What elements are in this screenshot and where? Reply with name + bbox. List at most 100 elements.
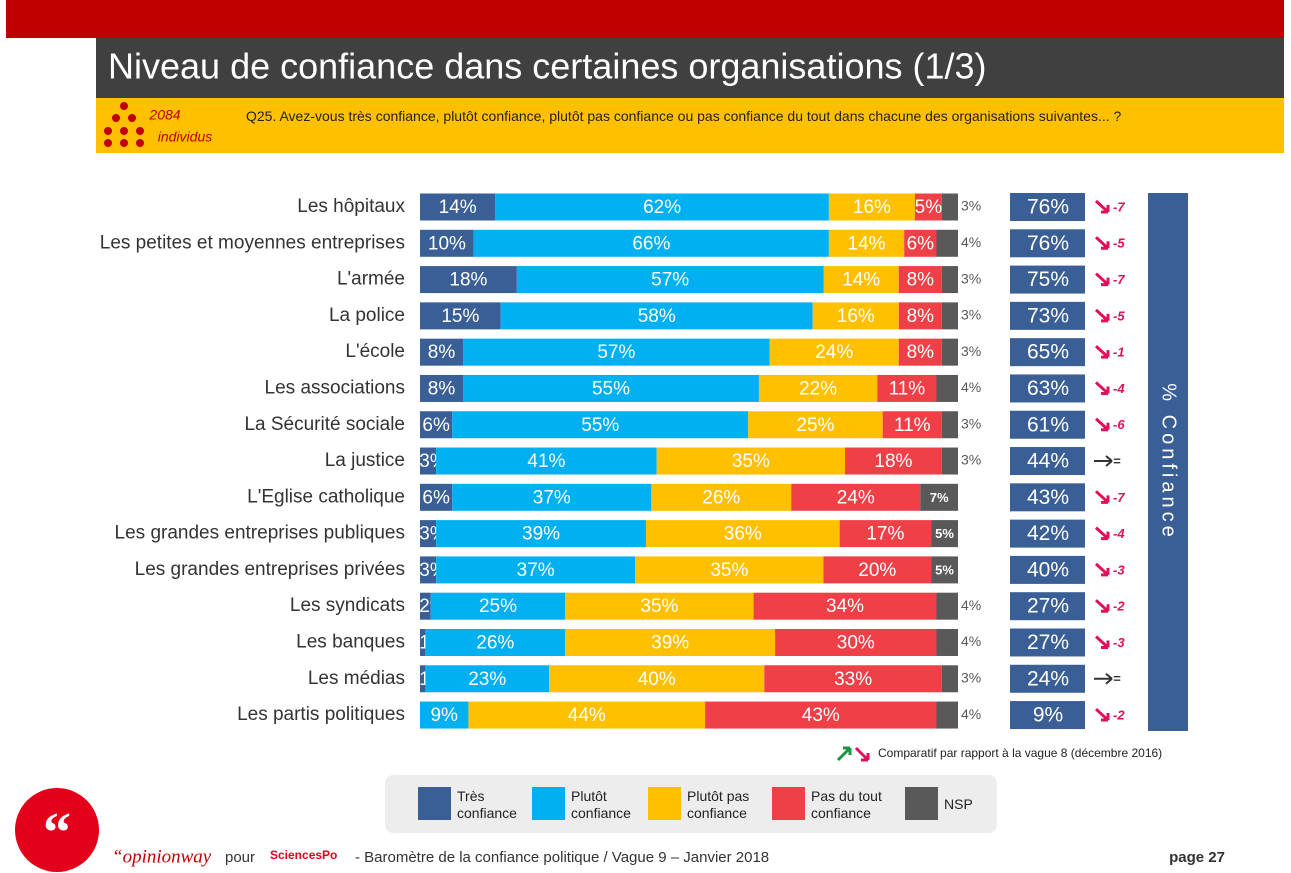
category-label: La Sécurité sociale: [244, 414, 405, 435]
confidence-label: 65%: [1027, 341, 1069, 364]
change-note: Comparatif par rapport à la vague 8 (déc…: [878, 746, 1162, 760]
confidence-side-label: % Confiance: [1158, 383, 1180, 540]
bar-segment: [764, 665, 942, 693]
down-arrow-icon: [854, 746, 870, 762]
value-label: 37%: [517, 560, 555, 581]
bar-segment: [420, 665, 426, 693]
confidence-label: 76%: [1027, 196, 1069, 219]
change-arrow: [1094, 199, 1110, 214]
bar-segment: [931, 556, 958, 584]
value-label: 3%: [961, 270, 981, 286]
confidence-box: [1010, 265, 1085, 294]
confidence-box: [1010, 338, 1085, 367]
bar-segment: [425, 665, 550, 693]
bar-segment: [420, 338, 464, 366]
bar-segment: [914, 193, 942, 221]
value-label: 5%: [915, 197, 943, 218]
bar-segment: [420, 411, 453, 439]
confidence-label: 61%: [1027, 413, 1069, 436]
bar-segment: [748, 411, 883, 439]
value-label: 24%: [837, 487, 875, 508]
bar-segment: [452, 411, 749, 439]
bar-segment: [828, 229, 905, 257]
bar-segment: [936, 374, 958, 402]
value-label: 25%: [796, 415, 834, 436]
bar-segment: [705, 701, 937, 729]
bar-segment: [941, 266, 958, 294]
logo-circle: [15, 788, 99, 872]
change-arrow: [1094, 308, 1110, 323]
legend-swatch: [905, 787, 938, 820]
change-arrow: [1094, 707, 1110, 722]
bar-segment: [941, 193, 958, 221]
bar-segment: [877, 374, 937, 402]
value-label: 62%: [643, 197, 681, 218]
logo-quote: “: [43, 802, 71, 864]
value-label: 25%: [479, 596, 517, 617]
bar-segment: [936, 701, 958, 729]
change-arrow: [1094, 345, 1110, 359]
bar-segment: [941, 665, 958, 693]
bar-segment: [823, 266, 899, 294]
bar-segment: [936, 628, 958, 656]
value-label: 11%: [894, 415, 931, 436]
value-label: 9%: [430, 705, 458, 726]
bar-segment: [898, 266, 942, 294]
change-arrow: [1094, 599, 1110, 613]
bar-segment: [565, 628, 776, 656]
legend-label: Plutôt pas confiance: [687, 788, 750, 821]
change-arrow: [1094, 490, 1110, 504]
bar-segment: [791, 483, 921, 511]
sample-unit: individus: [158, 129, 212, 145]
bar-segment: [753, 592, 937, 620]
bar-segment: [420, 592, 431, 620]
confidence-label: 63%: [1027, 377, 1069, 400]
change-label: -5: [1113, 236, 1125, 251]
confidence-box: [1010, 628, 1085, 657]
bar-segment: [931, 520, 958, 548]
bar-segment: [473, 229, 829, 257]
bar-segment: [420, 374, 464, 402]
confidence-label: 44%: [1027, 450, 1069, 473]
sample-size: 2084: [148, 107, 180, 123]
value-label: 4%: [961, 706, 981, 722]
value-label: 4%: [961, 597, 981, 613]
value-label: 57%: [597, 342, 635, 363]
value-label: 3%: [961, 198, 981, 214]
bar-segment: [936, 592, 958, 620]
bar-segment: [420, 520, 437, 548]
bar-segment: [769, 338, 899, 366]
confidence-box: [1010, 193, 1085, 221]
bar-segment: [839, 520, 932, 548]
category-label: Les grandes entreprises privées: [135, 559, 405, 580]
value-label: 40%: [638, 669, 676, 690]
value-label: 24%: [815, 342, 853, 363]
value-label: 43%: [802, 705, 840, 726]
value-label: 14%: [848, 233, 886, 254]
confidence-box: [1010, 410, 1085, 439]
change-label: -7: [1113, 272, 1125, 287]
bar-segment: [898, 338, 942, 366]
confidence-label: 43%: [1027, 486, 1069, 509]
bar-segment: [941, 411, 958, 439]
value-label: 15%: [441, 306, 479, 327]
legend-swatch: [418, 787, 451, 820]
confidence-box: [1010, 301, 1085, 330]
category-label: La justice: [325, 450, 405, 471]
value-label: 14%: [439, 197, 477, 218]
category-label: Les banques: [296, 631, 405, 652]
bar-segment: [516, 266, 824, 294]
bar-segment: [775, 628, 937, 656]
change-label: -1: [1113, 345, 1125, 360]
bar-segment: [420, 628, 426, 656]
legend-swatch: [772, 787, 805, 820]
confidence-label: 24%: [1027, 667, 1069, 690]
legend-swatch: [648, 787, 681, 820]
value-label: 8%: [907, 270, 935, 291]
change-label: -4: [1113, 526, 1125, 541]
bar-segment: [430, 592, 566, 620]
value-label: 23%: [468, 669, 506, 690]
bar-segment: [549, 665, 765, 693]
bar-segment: [420, 193, 496, 221]
bar-segment: [420, 302, 501, 330]
